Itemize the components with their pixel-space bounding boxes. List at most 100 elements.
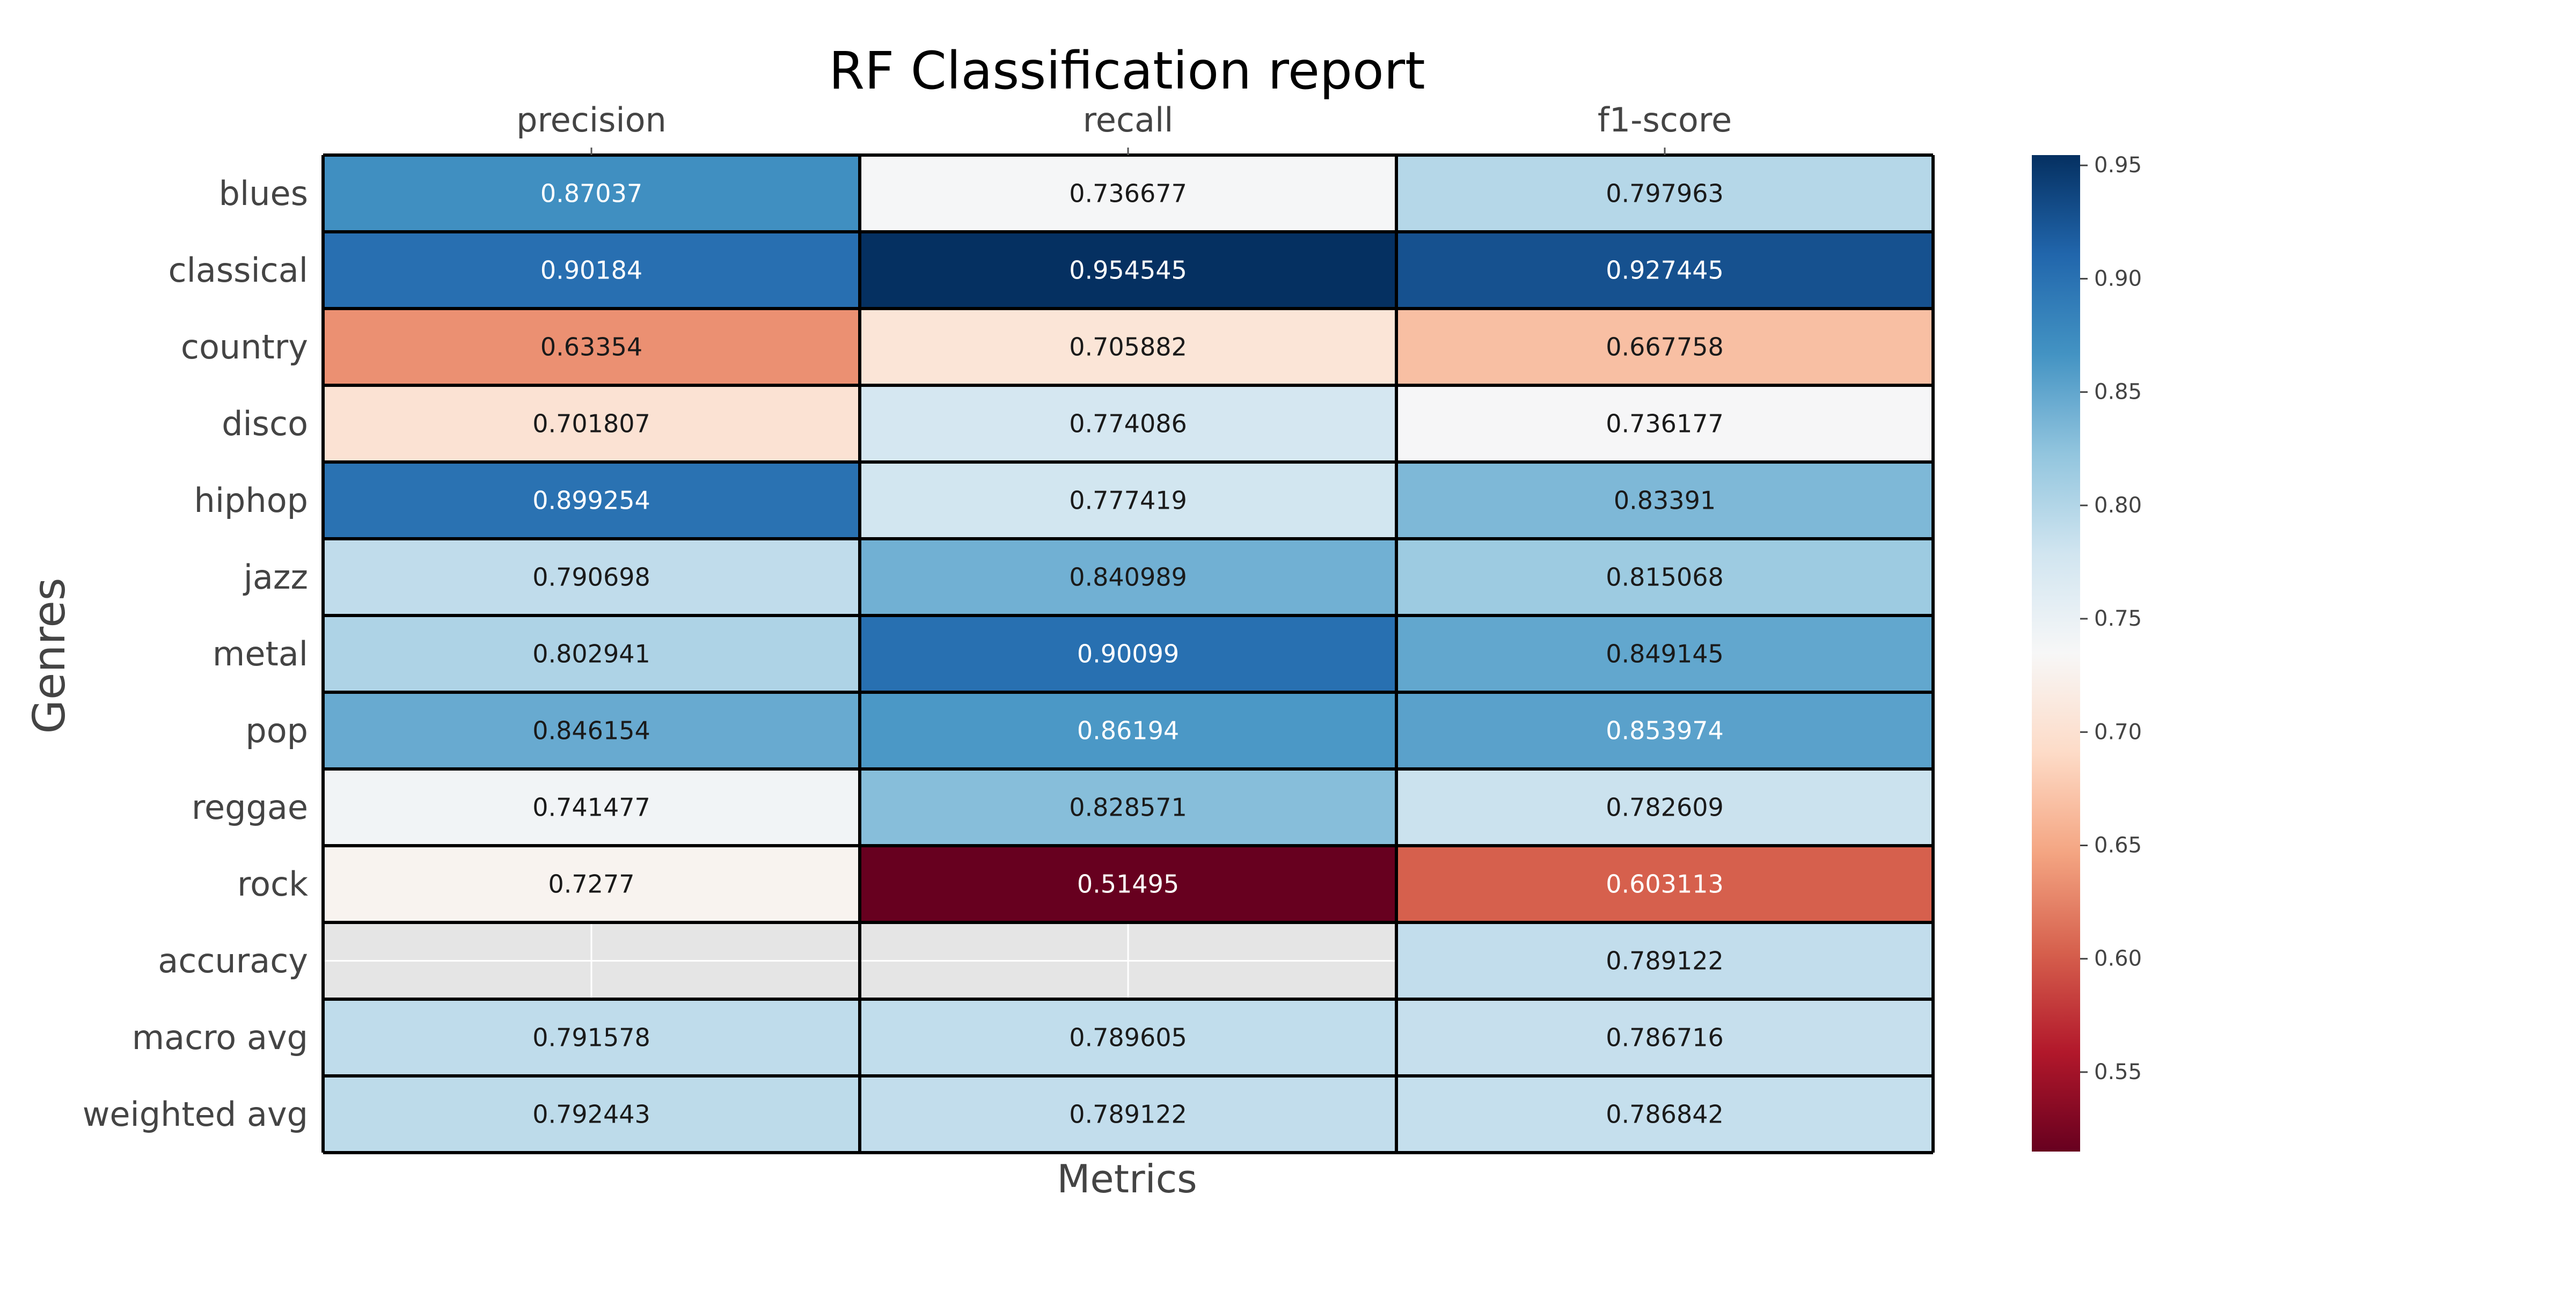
cell-value-labels: 0.87037 0.736677 0.797963 0.90184 0.954545 0.…	[532, 179, 1724, 1129]
cell-value-macro-avg-recall: 0.789605	[1069, 1023, 1187, 1052]
heatmap-cell-disco-f1-score	[1396, 385, 1933, 462]
row-label-jazz: jazz	[243, 558, 308, 597]
row-label-hiphop: hiphop	[194, 481, 308, 520]
row-tick-labels: blues classical country disco hiphop jazz meta…	[83, 174, 308, 1134]
cell-value-pop-f1-score: 0.853974	[1606, 716, 1724, 745]
cell-value-blues-recall: 0.736677	[1069, 179, 1187, 208]
cell-value-rock-recall: 0.51495	[1077, 870, 1179, 899]
colorbar-tick-label: 0.90	[2094, 266, 2142, 291]
cell-value-classical-recall: 0.954545	[1069, 256, 1187, 285]
cell-value-country-precision: 0.63354	[540, 333, 642, 362]
row-label-disco: disco	[222, 404, 308, 443]
cell-value-hiphop-precision: 0.899254	[532, 486, 650, 515]
colorbar-ticks: 0.55 0.60 0.65 0.70 0.75 0.80 0.85 0.90 0.95	[2080, 153, 2142, 1084]
heatmap-cell-metal-f1-score	[1396, 615, 1933, 692]
cell-value-pop-recall: 0.86194	[1077, 716, 1179, 745]
heatmap-cell-disco-recall	[860, 385, 1396, 462]
row-label-metal: metal	[213, 634, 308, 673]
cell-value-rock-precision: 0.7277	[548, 870, 635, 899]
column-tick-labels: precision recall f1-score	[516, 100, 1732, 155]
heatmap-cell-country-recall	[860, 309, 1396, 385]
heatmap-cell-hiphop-recall	[860, 462, 1396, 539]
cell-value-country-recall: 0.705882	[1069, 333, 1187, 362]
colorbar-tick-label: 0.55	[2094, 1060, 2142, 1084]
colorbar-tick-label: 0.75	[2094, 606, 2142, 631]
cell-value-macro-avg-f1-score: 0.786716	[1606, 1023, 1724, 1052]
cell-value-jazz-precision: 0.790698	[532, 563, 650, 592]
heatmap-cell-metal-precision	[323, 615, 860, 692]
cell-value-metal-precision: 0.802941	[532, 640, 650, 669]
heatmap-cell-macro-avg-recall	[860, 999, 1396, 1076]
cell-value-blues-f1-score: 0.797963	[1606, 179, 1724, 208]
colorbar-tick-label: 0.65	[2094, 833, 2142, 858]
colorbar-tick-label: 0.85	[2094, 380, 2142, 405]
cell-value-metal-f1-score: 0.849145	[1606, 640, 1724, 669]
row-label-pop: pop	[245, 711, 308, 750]
heatmap-cell-hiphop-precision	[323, 462, 860, 539]
colorbar-tick-label: 0.70	[2094, 720, 2142, 744]
row-label-macro-avg: macro avg	[132, 1018, 308, 1057]
heatmap-cell-jazz-recall	[860, 539, 1396, 615]
heatmap-cell-country-f1-score	[1396, 309, 1933, 385]
row-label-weighted-avg: weighted avg	[83, 1095, 308, 1134]
heatmap-cell-country-precision	[323, 309, 860, 385]
chart-title: RF Classification report	[829, 41, 1425, 101]
heatmap-cell-pop-f1-score	[1396, 692, 1933, 769]
heatmap-cell-classical-precision	[323, 232, 860, 309]
row-label-blues: blues	[219, 174, 308, 213]
heatmap-cell-blues-precision	[323, 155, 860, 232]
heatmap-cell-weighted-avg-recall	[860, 1076, 1396, 1153]
cell-value-reggae-recall: 0.828571	[1069, 793, 1187, 822]
cell-value-hiphop-recall: 0.777419	[1069, 486, 1187, 515]
heatmap-cell-jazz-f1-score	[1396, 539, 1933, 615]
cell-value-accuracy-f1-score: 0.789122	[1606, 947, 1724, 976]
heatmap-cell-pop-precision	[323, 692, 860, 769]
row-label-reggae: reggae	[192, 788, 308, 827]
row-label-rock: rock	[237, 864, 308, 904]
heatmap-cells	[323, 155, 1933, 1153]
heatmap-cell-classical-f1-score	[1396, 232, 1933, 309]
cell-value-hiphop-f1-score: 0.83391	[1614, 486, 1716, 515]
x-axis-label: Metrics	[1057, 1156, 1197, 1201]
y-axis-label: Genres	[24, 577, 75, 734]
cell-value-reggae-precision: 0.741477	[532, 793, 650, 822]
cell-value-country-f1-score: 0.667758	[1606, 333, 1724, 362]
heatmap-cell-disco-precision	[323, 385, 860, 462]
heatmap-cell-blues-recall	[860, 155, 1396, 232]
heatmap-cell-weighted-avg-precision	[323, 1076, 860, 1153]
cell-value-jazz-f1-score: 0.815068	[1606, 563, 1724, 592]
heatmap-cell-metal-recall	[860, 615, 1396, 692]
cell-value-blues-precision: 0.87037	[540, 179, 642, 208]
column-label-recall: recall	[1083, 100, 1174, 140]
missing-cell-gridlines	[323, 922, 1396, 999]
cell-value-weighted-avg-f1-score: 0.786842	[1606, 1100, 1724, 1129]
heatmap-cell-blues-f1-score	[1396, 155, 1933, 232]
heatmap-cell-reggae-f1-score	[1396, 769, 1933, 846]
heatmap-cell-rock-recall	[860, 846, 1396, 922]
colorbar-tick-label: 0.60	[2094, 947, 2142, 971]
cell-borders	[321, 153, 1935, 1154]
colorbar-tick-label: 0.80	[2094, 493, 2142, 518]
row-label-accuracy: accuracy	[158, 941, 308, 980]
heatmap-cell-macro-avg-precision	[323, 999, 860, 1076]
heatmap-cell-jazz-precision	[323, 539, 860, 615]
cell-value-metal-recall: 0.90099	[1077, 640, 1179, 669]
row-label-classical: classical	[169, 251, 308, 290]
cell-value-weighted-avg-recall: 0.789122	[1069, 1100, 1187, 1129]
heatmap-cell-reggae-precision	[323, 769, 860, 846]
heatmap-cell-accuracy-f1-score	[1396, 922, 1933, 999]
heatmap-cell-reggae-recall	[860, 769, 1396, 846]
column-label-f1-score: f1-score	[1598, 100, 1732, 140]
cell-value-reggae-f1-score: 0.782609	[1606, 793, 1724, 822]
heatmap-cell-weighted-avg-f1-score	[1396, 1076, 1933, 1153]
cell-value-disco-f1-score: 0.736177	[1606, 409, 1724, 438]
cell-value-rock-f1-score: 0.603113	[1606, 870, 1724, 899]
cell-value-macro-avg-precision: 0.791578	[532, 1023, 650, 1052]
heatmap-cell-macro-avg-f1-score	[1396, 999, 1933, 1076]
colorbar-gradient	[2032, 155, 2080, 1152]
cell-value-jazz-recall: 0.840989	[1069, 563, 1187, 592]
heatmap-cell-pop-recall	[860, 692, 1396, 769]
cell-value-disco-precision: 0.701807	[532, 409, 650, 438]
